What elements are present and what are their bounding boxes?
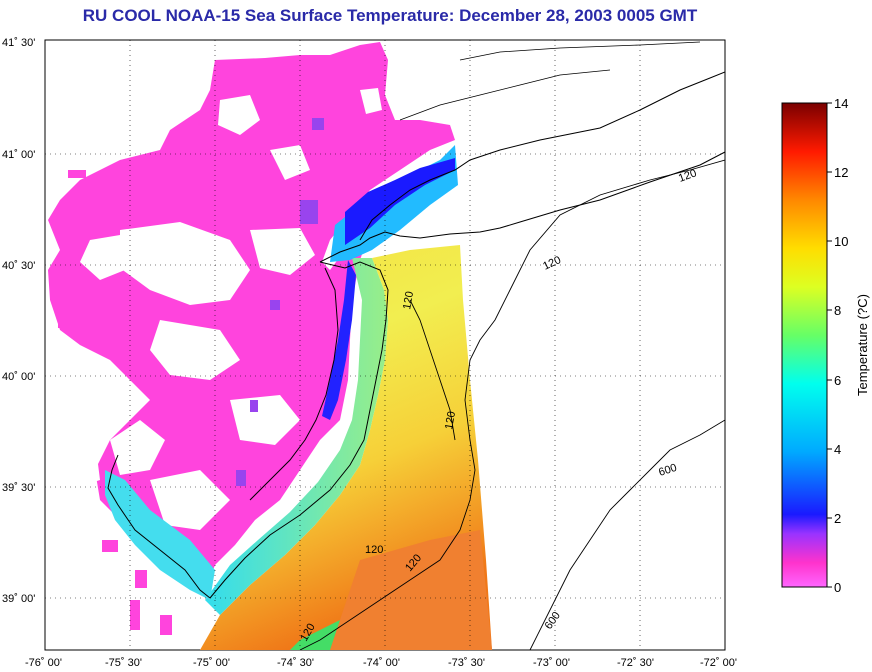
colorbar-tick: 0 <box>834 580 841 595</box>
lon-tick-label: -73˚ 30' <box>448 657 485 669</box>
purple-patches <box>236 118 324 486</box>
lon-labels: -76˚ 00' -75˚ 30' -75˚ 00' -74˚ 30' -74˚… <box>25 657 737 669</box>
lat-tick-label: 39˚ 00' <box>2 593 35 605</box>
colorbar-tick: 14 <box>834 96 848 111</box>
cloud-gaps <box>55 88 382 530</box>
coastline <box>107 71 725 599</box>
contour-label: 120 <box>365 544 383 556</box>
colorbar-tick: 8 <box>834 303 841 318</box>
lon-tick-label: -75˚ 00' <box>193 657 230 669</box>
contour-600 <box>529 419 725 650</box>
lon-tick-label: -72˚ 30' <box>617 657 654 669</box>
lat-tick-label: 41˚ 00' <box>2 149 35 161</box>
lat-tick-label: 40˚ 00' <box>2 371 35 383</box>
colorbar-tick: 2 <box>834 511 841 526</box>
coastal-band <box>205 258 388 615</box>
colorbar-tick: 4 <box>834 442 841 457</box>
lat-tick-label: 40˚ 30' <box>2 260 35 272</box>
lat-tick-label: 41˚ 30' <box>2 37 35 49</box>
colorbar-label: Temperature (?C) <box>855 294 870 396</box>
colorbar: 0 2 4 6 8 10 12 14 Temperature (?C) <box>781 96 870 595</box>
lon-tick-label: -74˚ 30' <box>277 657 314 669</box>
grid <box>45 40 725 650</box>
contour-120 <box>299 159 725 650</box>
lon-tick-label: -76˚ 00' <box>25 657 62 669</box>
contour-label: 600 <box>657 462 678 479</box>
colorbar-gradient <box>781 102 828 588</box>
lat-labels: 41˚ 30' 41˚ 00' 40˚ 30' 40˚ 00' 39˚ 30' … <box>2 37 35 605</box>
delaware-bay-water <box>105 470 215 600</box>
lon-tick-label: -74˚ 00' <box>363 657 400 669</box>
lon-tick-label: -75˚ 30' <box>105 657 142 669</box>
lat-tick-label: 39˚ 30' <box>2 482 35 494</box>
contour-label: 120 <box>443 410 458 430</box>
contour-label: 120 <box>677 167 698 185</box>
map-title: RU COOL NOAA-15 Sea Surface Temperature:… <box>82 6 698 25</box>
lon-tick-label: -73˚ 00' <box>533 657 570 669</box>
colorbar-tick: 10 <box>834 234 848 249</box>
colorbar-tick: 6 <box>834 373 841 388</box>
contour-label: 120 <box>401 290 416 310</box>
lon-tick-label: -72˚ 00' <box>700 657 737 669</box>
colorbar-tick: 12 <box>834 165 848 180</box>
